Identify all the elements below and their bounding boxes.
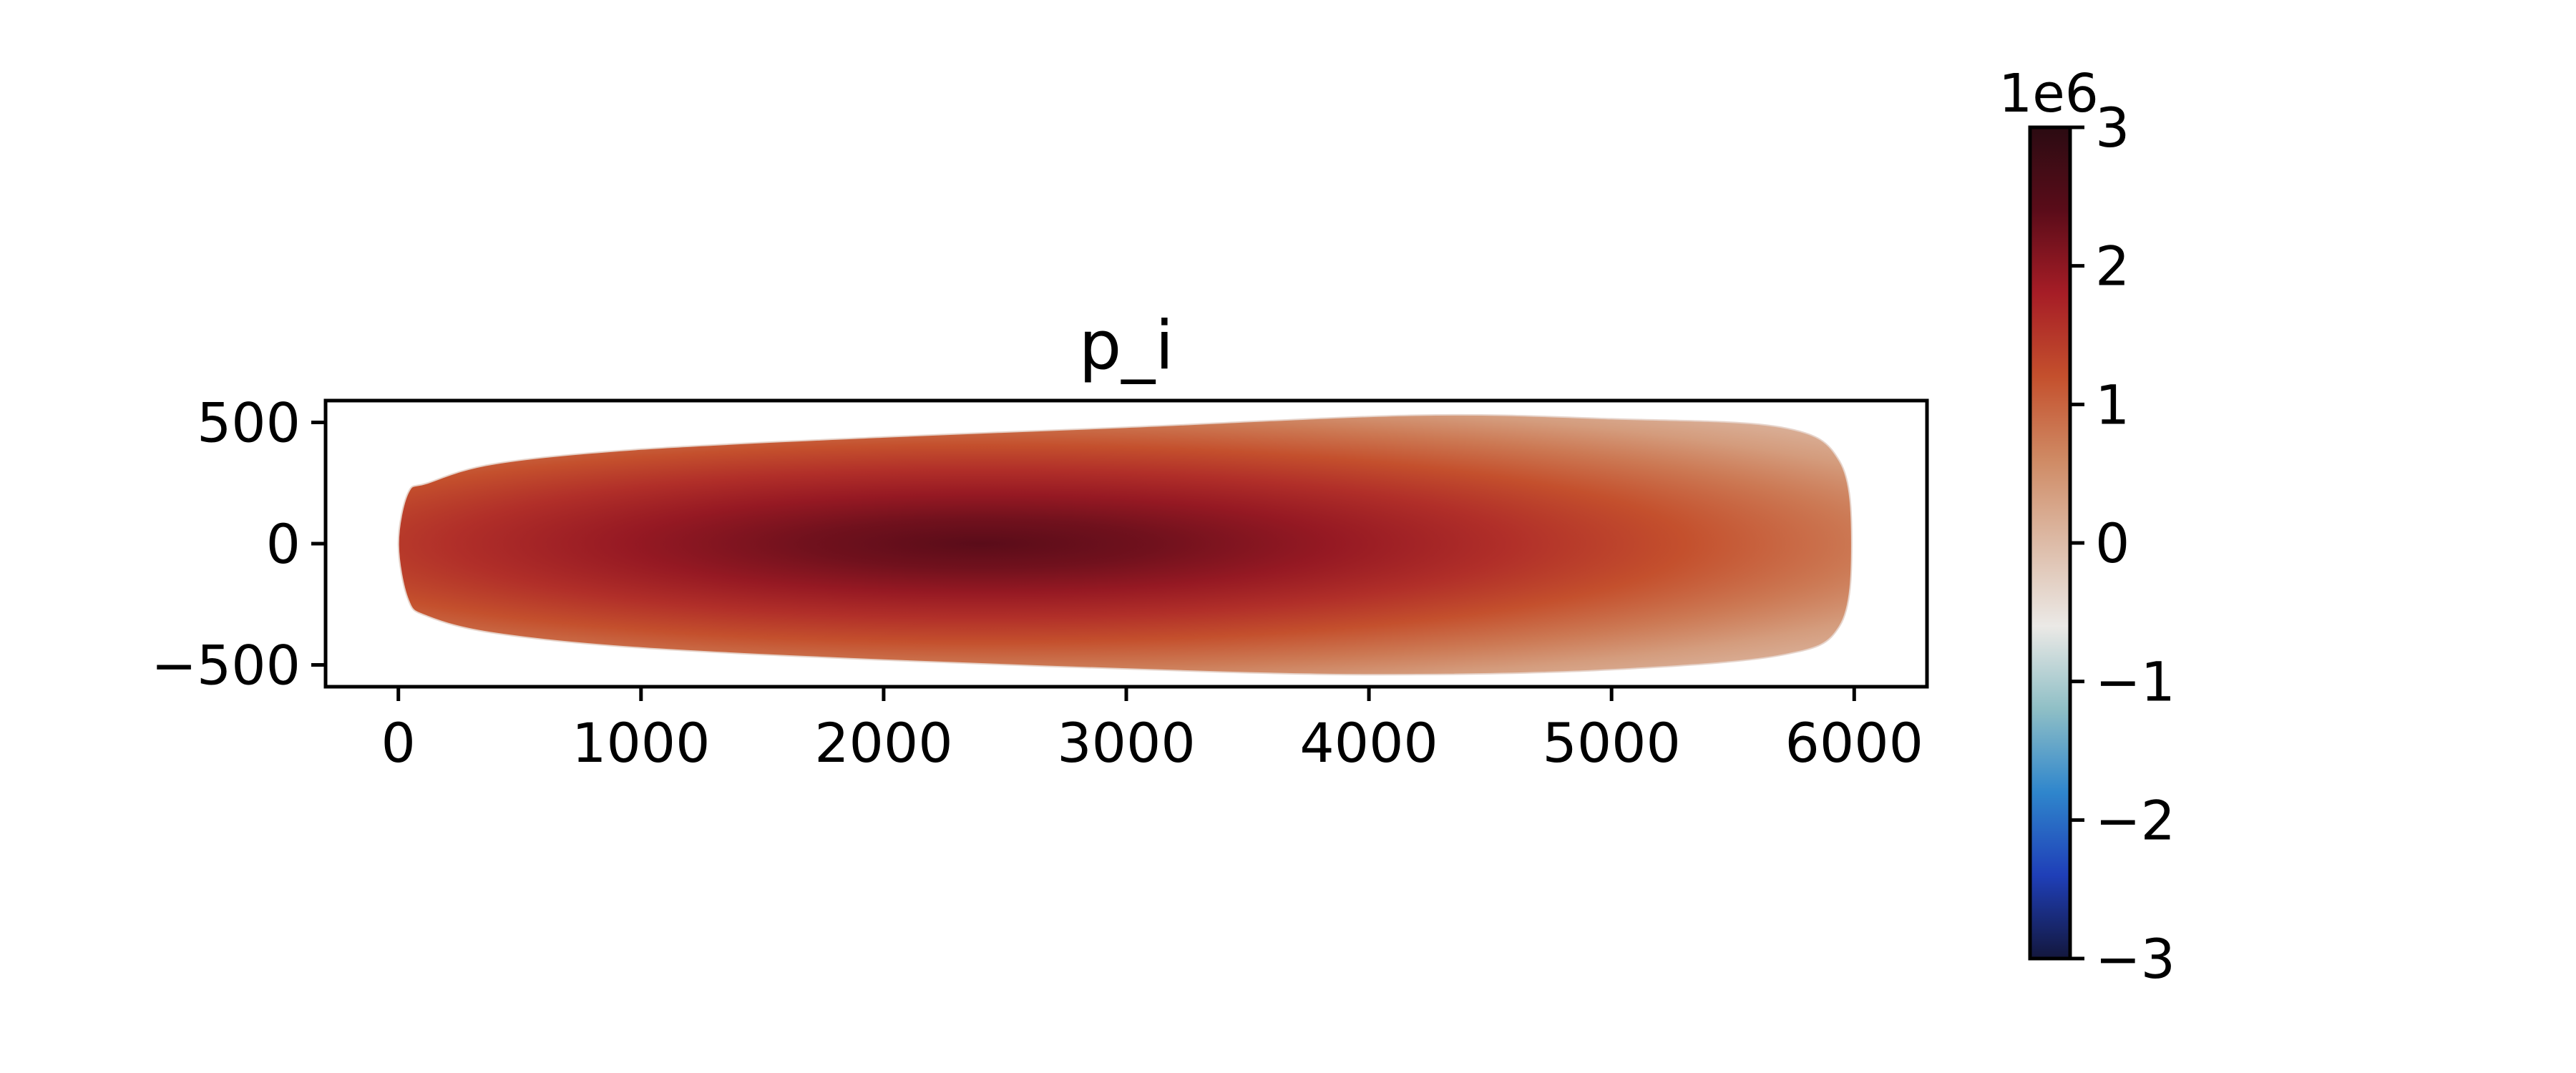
colorbar-ticks: −3 −2 −1 0 1 2 3 bbox=[2070, 96, 2175, 991]
x-tick-label: 1000 bbox=[572, 711, 710, 775]
colorbar-tick-label: 2 bbox=[2095, 235, 2129, 298]
colorbar-tick-label: 0 bbox=[2095, 511, 2129, 575]
colorbar-multiplier: 1e6 bbox=[1999, 63, 2099, 124]
colorbar-tick-label: 1 bbox=[2095, 373, 2129, 436]
colorbar-tick-label: 3 bbox=[2095, 96, 2129, 160]
x-tick-label: 0 bbox=[381, 711, 416, 775]
colorbar-tick-label: −2 bbox=[2095, 788, 2175, 852]
x-tick-label: 2000 bbox=[814, 711, 952, 775]
colorbar-tick-label: −1 bbox=[2095, 650, 2175, 714]
x-axis: 0 1000 2000 3000 4000 5000 6000 bbox=[381, 687, 1923, 775]
chart-title: p_i bbox=[1079, 307, 1174, 385]
y-tick-label: 0 bbox=[266, 512, 301, 576]
x-tick-label: 6000 bbox=[1785, 711, 1923, 775]
x-tick-label: 5000 bbox=[1542, 711, 1680, 775]
colorbar-tick-label: −3 bbox=[2095, 927, 2175, 991]
y-tick-label: 500 bbox=[197, 391, 301, 455]
pressure-field bbox=[398, 414, 1852, 675]
domain-shape bbox=[397, 413, 1853, 676]
y-tick-label: −500 bbox=[151, 633, 301, 697]
x-tick-label: 4000 bbox=[1299, 711, 1438, 775]
y-axis: −500 0 500 bbox=[151, 391, 326, 697]
colorbar-bar bbox=[2030, 127, 2070, 959]
plot-area bbox=[397, 413, 1853, 676]
colorbar: −3 −2 −1 0 1 2 3 1e6 bbox=[1999, 63, 2175, 991]
x-tick-label: 3000 bbox=[1057, 711, 1195, 775]
